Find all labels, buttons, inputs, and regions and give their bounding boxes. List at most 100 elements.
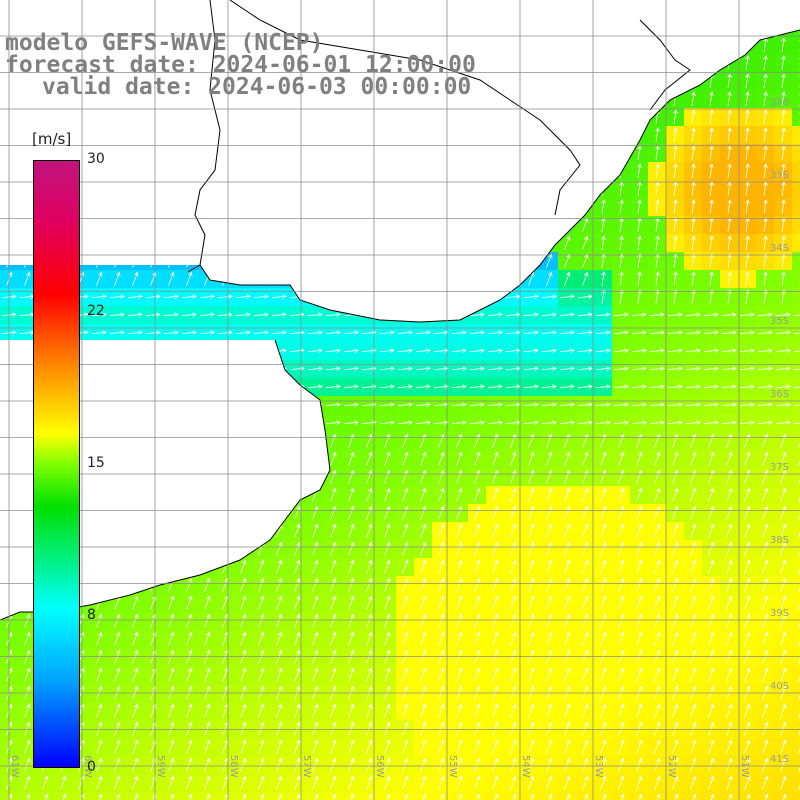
wind-arrow [763, 199, 768, 214]
wind-arrow [294, 721, 301, 736]
wind-cell [792, 396, 800, 414]
wind-arrow [294, 595, 301, 610]
wind-arrow [168, 631, 175, 646]
wind-arrow [420, 703, 427, 718]
wind-arrow [673, 199, 678, 214]
wind-arrow [559, 366, 575, 371]
wind-arrow [654, 577, 661, 592]
wind-arrow [132, 721, 139, 736]
wind-arrow [618, 559, 625, 574]
wind-arrow [727, 163, 732, 178]
wind-arrow [744, 523, 751, 538]
wind-cell [792, 54, 800, 72]
wind-arrow [690, 739, 697, 754]
wind-arrow [474, 721, 481, 736]
wind-arrow [325, 366, 341, 371]
wind-arrow [703, 402, 719, 407]
wind-arrow [781, 73, 786, 88]
wind-arrow [727, 271, 732, 286]
wind-arrow [781, 199, 786, 214]
wind-arrow [721, 420, 737, 425]
wind-cell [792, 306, 800, 324]
wind-arrow [600, 739, 607, 754]
wind-arrow [762, 703, 769, 718]
wind-arrow [672, 757, 679, 772]
wind-arrow [744, 631, 751, 646]
wind-arrow [762, 595, 769, 610]
wind-arrow [402, 523, 409, 538]
wind-arrow [600, 667, 607, 682]
wind-arrow [564, 523, 571, 538]
wind-arrow [780, 631, 787, 646]
wind-arrow [451, 384, 467, 389]
wind-cell [234, 792, 252, 800]
wind-arrow [330, 487, 337, 502]
wind-arrow [474, 649, 481, 664]
wind-arrow [618, 469, 625, 484]
wind-arrow [402, 433, 409, 448]
wind-arrow [312, 613, 319, 628]
wind-arrow [456, 487, 463, 502]
wind-arrow [240, 631, 247, 646]
wind-arrow [780, 739, 787, 754]
wind-arrow [654, 757, 661, 772]
wind-arrow [690, 541, 697, 556]
wind-arrow [397, 402, 413, 407]
wind-arrow [366, 775, 373, 790]
wind-arrow [691, 109, 696, 124]
wind-arrow [546, 541, 553, 556]
wind-arrow [667, 312, 683, 317]
wind-arrow [667, 402, 683, 407]
wind-arrow [631, 366, 647, 371]
wind-arrow [613, 402, 629, 407]
wind-arrow [618, 433, 625, 448]
wind-arrow [368, 793, 373, 800]
wind-arrow [366, 721, 373, 736]
wind-arrow [438, 703, 445, 718]
wind-arrow [474, 613, 481, 628]
wind-arrow [330, 595, 337, 610]
wind-arrow [438, 523, 445, 538]
wind-arrow [366, 649, 373, 664]
colorbar-tick-8: 8 [87, 607, 96, 623]
wind-arrow [649, 348, 665, 353]
wind-arrow [330, 649, 337, 664]
wind-arrow [294, 703, 301, 718]
wind-arrow [762, 775, 769, 790]
wind-arrow [690, 559, 697, 574]
wind-arrow [384, 577, 391, 592]
wind-arrow [109, 312, 125, 317]
wind-arrow [780, 523, 787, 538]
wind-arrow [618, 667, 625, 682]
wind-arrow [492, 469, 499, 484]
wind-arrow [384, 595, 391, 610]
wind-arrow [348, 577, 355, 592]
wind-arrow [278, 793, 283, 800]
wind-arrow [798, 550, 800, 556]
wind-cell [792, 252, 800, 270]
wind-arrow [564, 487, 571, 502]
wind-arrow [510, 775, 517, 790]
wind-arrow [402, 505, 409, 520]
lat-label: 37S [770, 462, 789, 473]
wind-arrow [764, 793, 769, 800]
wind-arrow [168, 271, 175, 286]
lagoa-dos-patos [639, 19, 691, 111]
wind-arrow [469, 384, 485, 389]
wind-arrow [775, 402, 791, 407]
wind-arrow [672, 523, 679, 538]
wind-arrow [745, 91, 750, 106]
colorbar-tick-0: 0 [87, 759, 96, 775]
wind-arrow [114, 721, 121, 736]
wind-arrow [762, 541, 769, 556]
wind-arrow [775, 366, 791, 371]
wind-arrow [798, 784, 800, 790]
wind-arrow [523, 366, 539, 371]
wind-arrow [384, 649, 391, 664]
wind-arrow [690, 775, 697, 790]
wind-arrow [348, 757, 355, 772]
wind-arrow [235, 294, 251, 299]
wind-cell [342, 792, 360, 800]
wind-arrow [96, 631, 103, 646]
wind-arrow [780, 721, 787, 736]
